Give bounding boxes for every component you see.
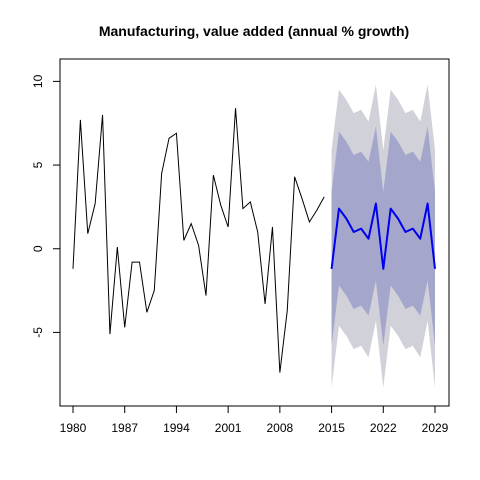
axes: 1980 1987 1994 2001 2008 2015 2022 2029 -5 0 5 10: [31, 74, 449, 435]
x-tick-label: 2029: [422, 421, 449, 435]
x-tick-label: 1987: [111, 421, 138, 435]
y-tick-label: 5: [31, 161, 45, 168]
x-tick-label: 2008: [267, 421, 294, 435]
chart-title: Manufacturing, value added (annual % gro…: [99, 23, 409, 39]
y-tick-label: 0: [31, 245, 45, 252]
y-tick-label: -5: [31, 327, 45, 338]
x-tick-label: 2015: [318, 421, 345, 435]
x-tick-label: 2022: [370, 421, 397, 435]
forecast-line: [330, 202, 436, 270]
history-line: [72, 108, 325, 373]
plot-area: [72, 84, 436, 388]
y-tick-label: 10: [31, 74, 45, 88]
forecast-band-80: [331, 126, 435, 346]
x-tick-label: 1994: [163, 421, 190, 435]
x-tick-label: 1980: [60, 421, 87, 435]
x-tick-label: 2001: [215, 421, 242, 435]
